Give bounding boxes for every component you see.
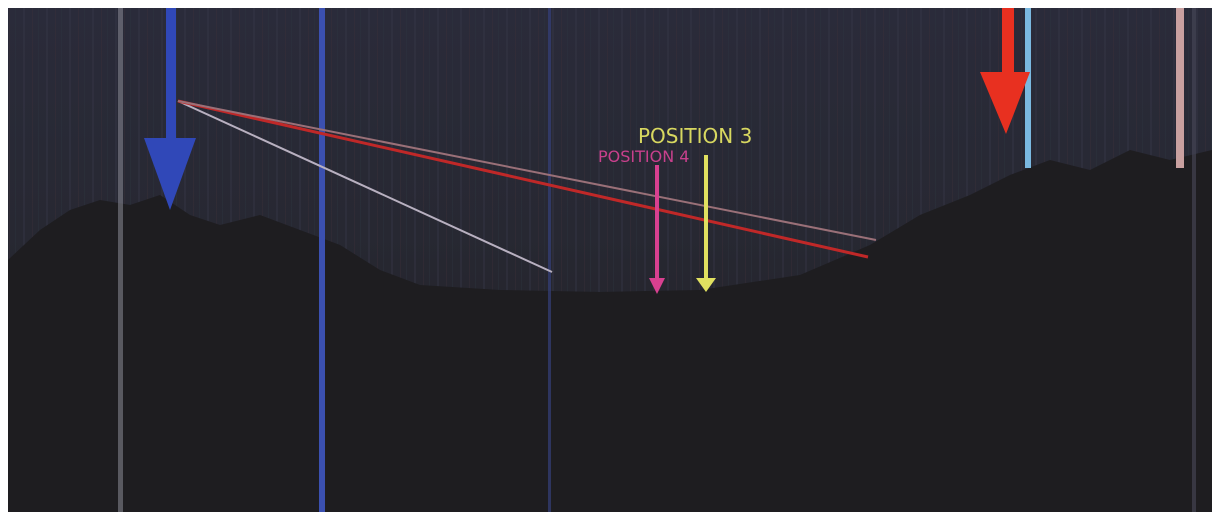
position-3-label: POSITION 3: [638, 124, 752, 148]
photo: POSITION 4 POSITION 3: [0, 0, 1217, 517]
page: POSITION 4 POSITION 3 (() => { const dat…: [0, 0, 1217, 517]
position-4-label: POSITION 4: [598, 147, 689, 166]
